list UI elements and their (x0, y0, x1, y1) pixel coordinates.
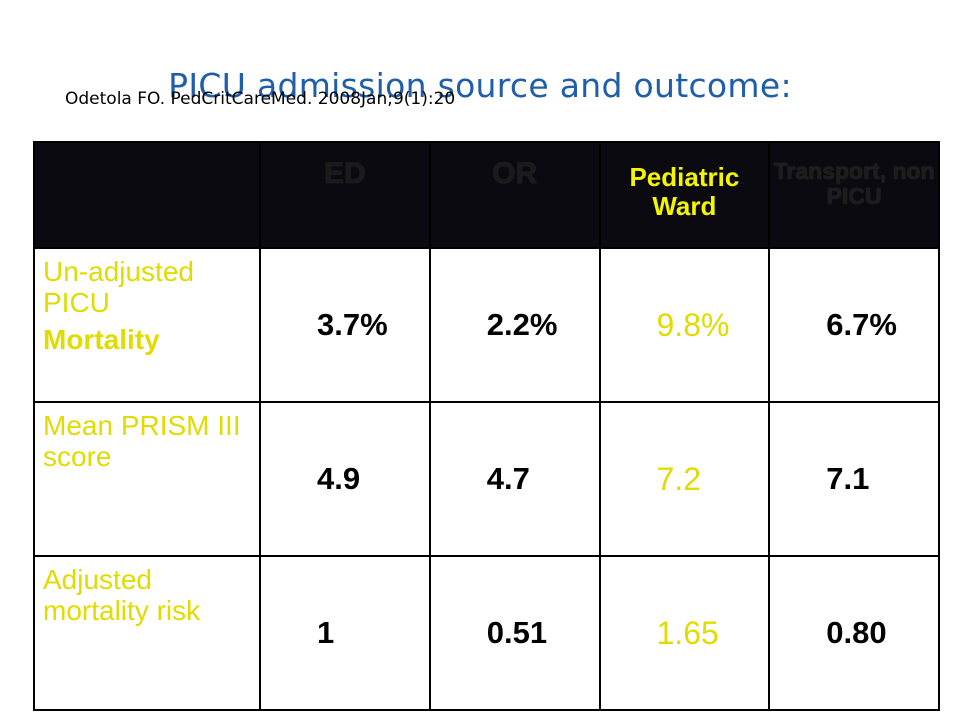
row-label-text: Adjusted mortality risk (43, 564, 201, 626)
slide-title: PICU admission source and outcome: (168, 66, 792, 105)
table-cell: 0.51 (428, 555, 601, 711)
table-cell: 1 (259, 555, 431, 711)
table-cell: 4.9 (259, 401, 431, 557)
data-table: ED OR Pediatric Ward Transport, non PICU… (33, 141, 940, 711)
header-cell-ed: ED (259, 141, 431, 249)
table-row: Mean PRISM III score 4.9 4.7 7.2 7.1 (33, 401, 940, 557)
table-row: Un-adjusted PICU Mortality 3.7% 2.2% 9.8… (33, 247, 940, 403)
table-cell: 0.80 (768, 555, 940, 711)
table-cell: 4.7 (428, 401, 601, 557)
header-cell-or: OR (428, 141, 601, 249)
row-label: Un-adjusted PICU Mortality (33, 247, 261, 403)
table-cell: 3.7% (259, 247, 431, 403)
row-label-bold: Mortality (43, 323, 160, 355)
table-cell: 7.2 (598, 401, 771, 557)
citation: Odetola FO. PedCritCareMed. 2008Jan;9(1)… (65, 89, 456, 109)
header-cell-empty (33, 141, 261, 249)
table-cell: 6.7% (768, 247, 940, 403)
row-label: Adjusted mortality risk (33, 555, 261, 711)
header-cell-pediatric-ward: Pediatric Ward (598, 141, 771, 249)
row-label-text: Mean PRISM III score (43, 410, 241, 472)
row-label-text: Un-adjusted PICU (43, 256, 194, 318)
table-cell: 1.65 (598, 555, 771, 711)
table-cell: 9.8% (598, 247, 771, 403)
table-cell: 2.2% (428, 247, 601, 403)
table-row: Adjusted mortality risk 1 0.51 1.65 0.80 (33, 555, 940, 711)
row-label: Mean PRISM III score (33, 401, 261, 557)
header-cell-transport: Transport, non PICU (768, 141, 940, 249)
header-row: ED OR Pediatric Ward Transport, non PICU (33, 141, 940, 249)
table-cell: 7.1 (768, 401, 940, 557)
